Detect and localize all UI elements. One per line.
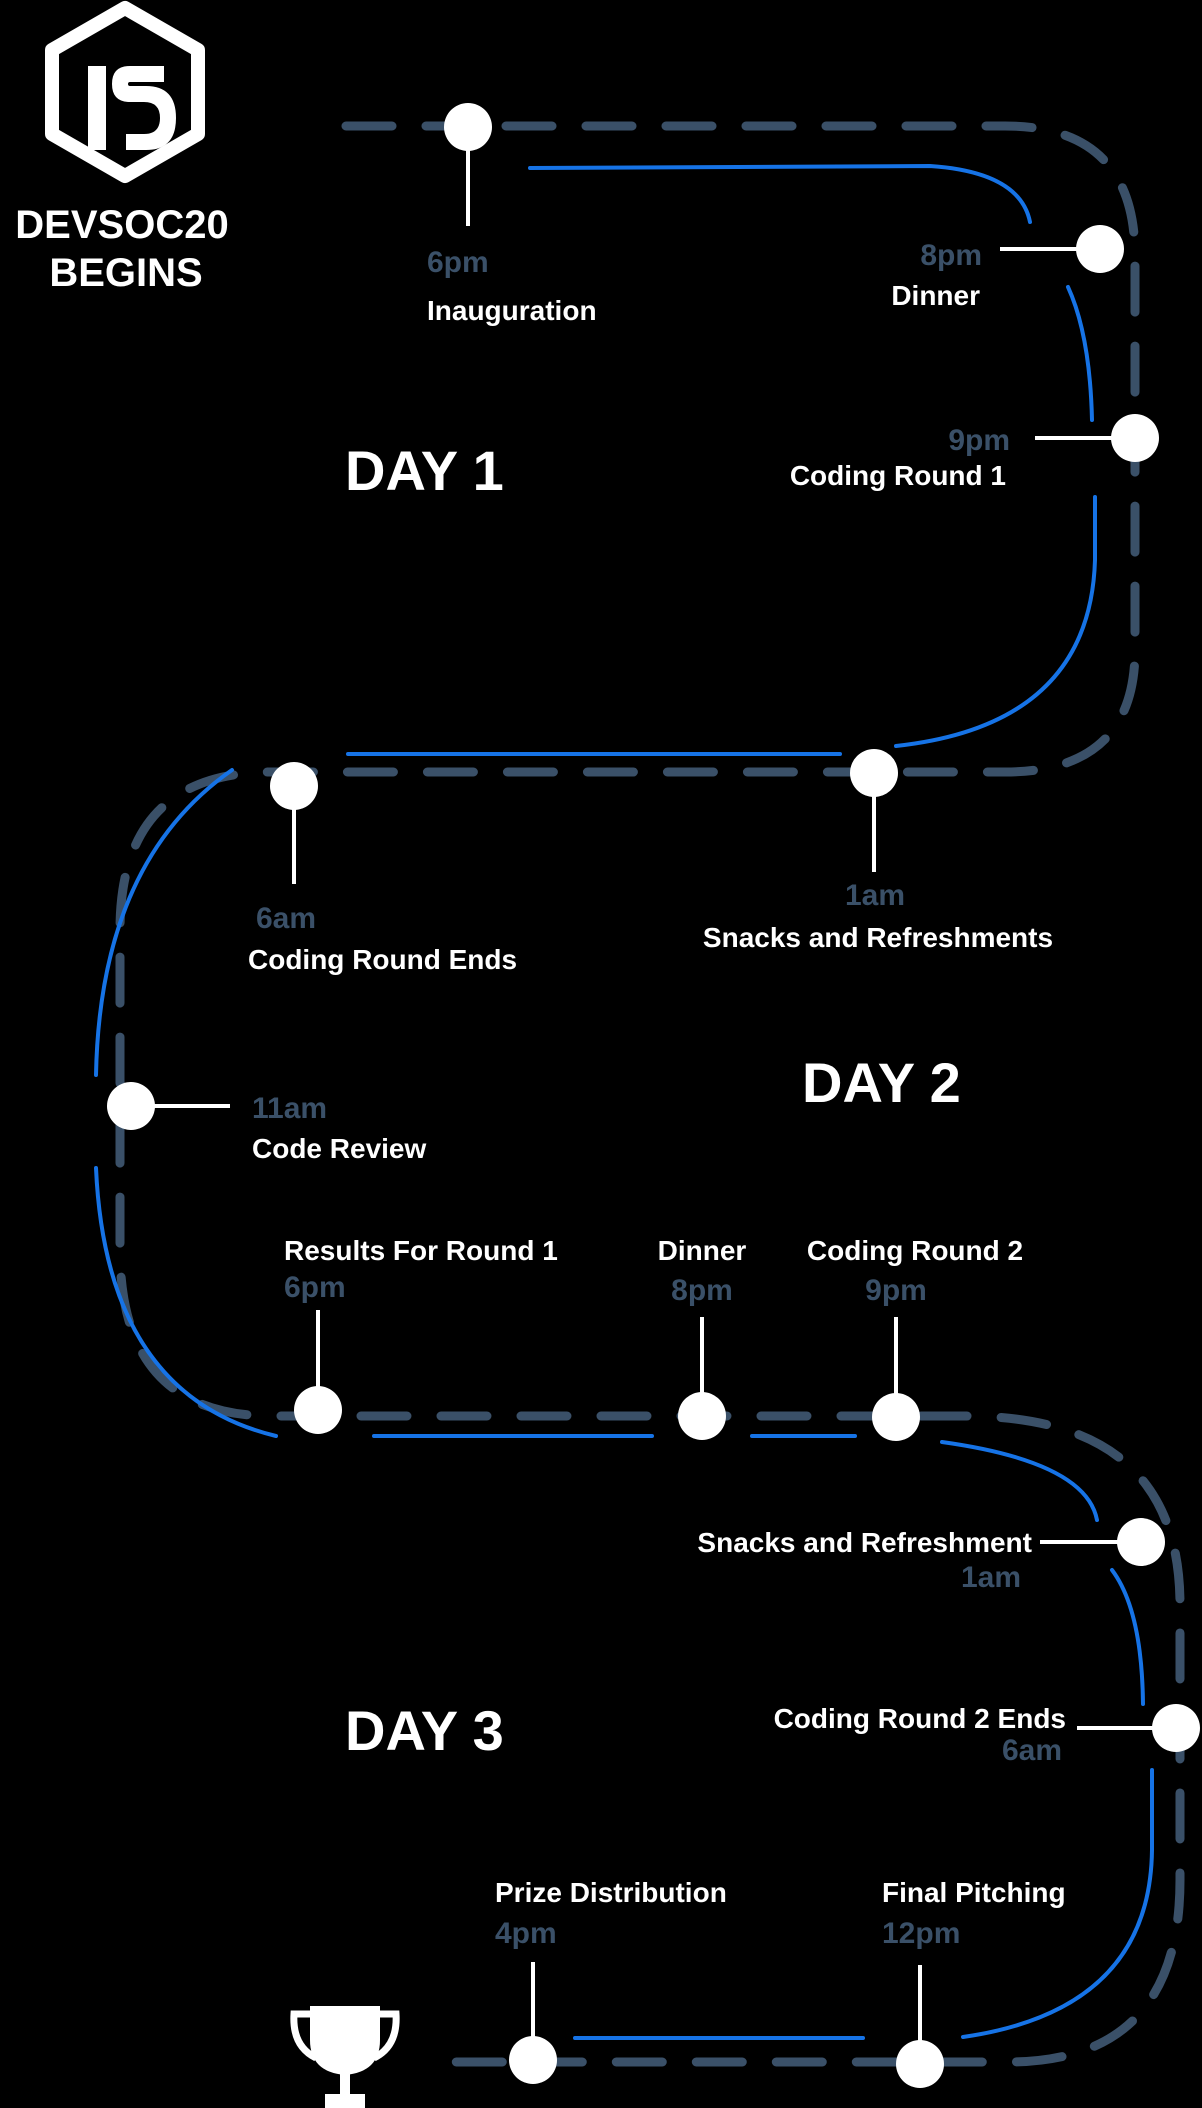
event-time: 6pm: [427, 246, 489, 279]
event-label: Results For Round 1: [284, 1235, 558, 1266]
event-snacks-day1: 1am Snacks and Refreshments: [703, 749, 1053, 953]
event-prize-distribution: Prize Distribution 4pm: [495, 1877, 727, 2084]
event-label: Snacks and Refreshments: [703, 922, 1053, 953]
event-coding-round-2-ends: Coding Round 2 Ends 6am: [774, 1703, 1200, 1767]
timeline-node: [850, 749, 898, 797]
event-dinner-day1: 8pm Dinner: [891, 225, 1124, 311]
event-label: Code Review: [252, 1133, 426, 1164]
brand-line-2: BEGINS: [49, 251, 202, 295]
blue-route: [94, 163, 1154, 2040]
event-label: Coding Round 1: [790, 460, 1006, 491]
event-time: 6am: [1002, 1734, 1062, 1767]
event-coding-round-2: Coding Round 2 9pm: [807, 1235, 1023, 1441]
brand-line-1: DEVSOC20: [15, 203, 228, 247]
trophy-icon: [290, 2006, 400, 2108]
day-3-heading: DAY 3: [345, 1699, 504, 1762]
event-label: Prize Distribution: [495, 1877, 727, 1908]
timeline-node: [1111, 414, 1159, 462]
event-label: Snacks and Refreshment: [697, 1527, 1032, 1558]
timeline-node: [896, 2040, 944, 2088]
timeline-node: [1117, 1518, 1165, 1566]
event-results-round-1: Results For Round 1 6pm: [284, 1235, 558, 1434]
timeline-node: [270, 762, 318, 810]
day-1-heading: DAY 1: [345, 439, 504, 502]
event-label: Dinner: [658, 1235, 747, 1266]
event-label: Coding Round 2: [807, 1235, 1023, 1266]
event-code-review: 11am Code Review: [107, 1082, 426, 1164]
timeline-node: [1076, 225, 1124, 273]
timeline-node: [294, 1386, 342, 1434]
timeline-node: [444, 103, 492, 151]
event-label: Inauguration: [427, 295, 597, 326]
event-dinner-day2: Dinner 8pm: [658, 1235, 747, 1440]
event-label: Dinner: [891, 280, 980, 311]
dashed-route: [115, 121, 1185, 2067]
timeline-node: [872, 1393, 920, 1441]
hexagon-ds-logo-icon: [45, 1, 205, 183]
event-snacks-day2: Snacks and Refreshment 1am: [697, 1518, 1165, 1594]
event-time: 4pm: [495, 1917, 557, 1950]
timeline-node: [107, 1082, 155, 1130]
event-time: 9pm: [865, 1274, 927, 1307]
timeline-node: [509, 2036, 557, 2084]
event-label: Coding Round 2 Ends: [774, 1703, 1066, 1734]
day-2-heading: DAY 2: [802, 1051, 961, 1114]
event-label: Coding Round Ends: [248, 944, 517, 975]
event-time: 8pm: [671, 1274, 733, 1307]
event-time: 6pm: [284, 1271, 346, 1304]
event-coding-round-ends: 6am Coding Round Ends: [248, 762, 517, 975]
timeline-node: [1152, 1704, 1200, 1752]
event-label: Final Pitching: [882, 1877, 1066, 1908]
event-time: 12pm: [882, 1917, 960, 1950]
event-time: 8pm: [920, 239, 982, 272]
event-time: 1am: [961, 1561, 1021, 1594]
timeline-node: [678, 1392, 726, 1440]
event-final-pitching: Final Pitching 12pm: [882, 1877, 1066, 2088]
event-inauguration: 6pm Inauguration: [427, 103, 597, 326]
event-time: 9pm: [948, 424, 1010, 457]
event-time: 11am: [252, 1092, 327, 1125]
event-time: 6am: [256, 902, 316, 935]
event-time: 1am: [845, 879, 905, 912]
event-coding-round-1: 9pm Coding Round 1: [790, 414, 1159, 491]
